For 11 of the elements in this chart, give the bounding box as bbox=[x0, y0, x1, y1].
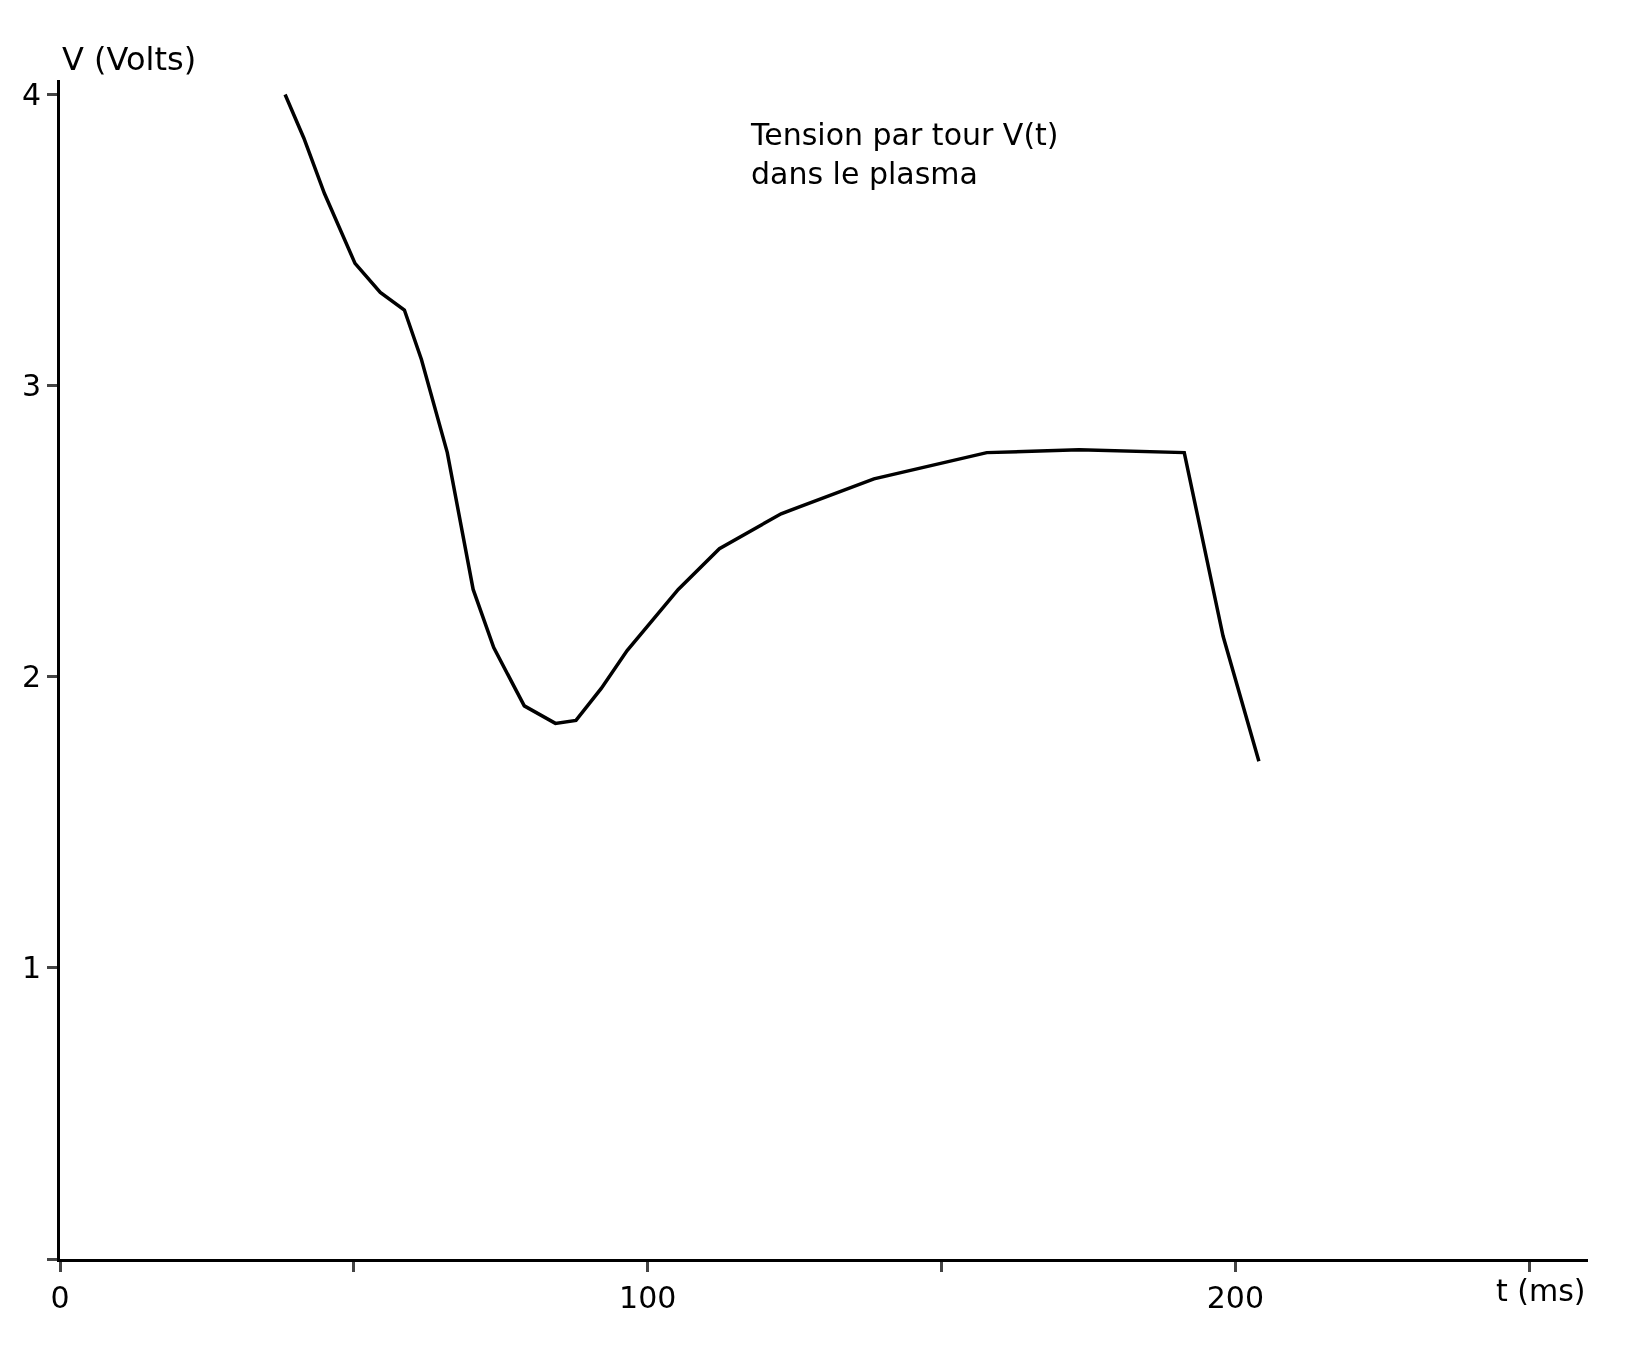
x-axis-title: t (ms) bbox=[1496, 1273, 1586, 1308]
y-tick-label: 2 bbox=[21, 659, 41, 695]
annotation: Tension par tour V(t) dans le plasma bbox=[750, 117, 1059, 191]
x-tick-label: 0 bbox=[50, 1280, 70, 1315]
y-tick-label: 1 bbox=[21, 950, 41, 986]
y-axis-title: V (Volts) bbox=[62, 40, 197, 78]
y-tick-label: 4 bbox=[21, 77, 41, 113]
x-tick-label: 200 bbox=[1206, 1280, 1265, 1315]
line-series bbox=[283, 92, 1261, 763]
y-tick-label: 3 bbox=[21, 368, 41, 404]
x-tick-label: 100 bbox=[619, 1280, 677, 1315]
